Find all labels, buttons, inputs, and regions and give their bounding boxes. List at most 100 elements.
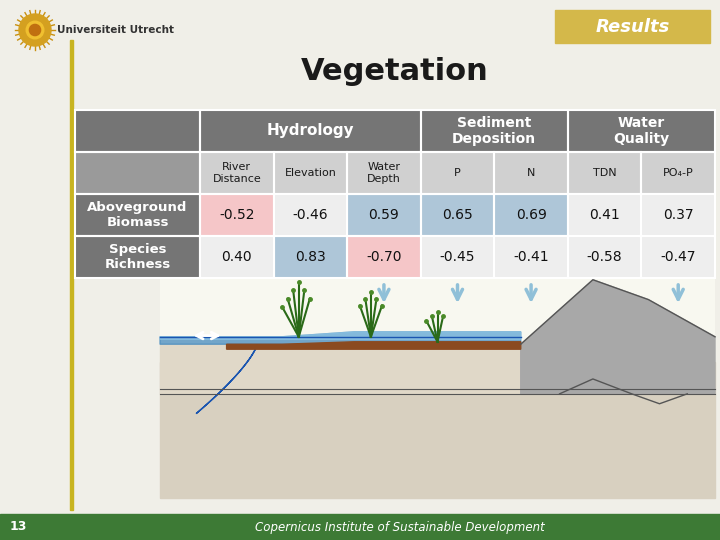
Bar <box>420 110 568 152</box>
Bar <box>642 194 715 236</box>
Bar <box>568 152 642 194</box>
Bar <box>568 110 715 152</box>
Text: Results: Results <box>595 17 670 36</box>
Bar <box>200 236 274 278</box>
Bar <box>200 110 420 152</box>
Text: 0.37: 0.37 <box>663 208 693 222</box>
FancyBboxPatch shape <box>555 10 710 43</box>
Text: Species
Richness: Species Richness <box>104 243 171 271</box>
Bar <box>495 152 568 194</box>
Bar <box>75 152 200 194</box>
Bar <box>200 194 274 236</box>
Bar <box>495 236 568 278</box>
Bar <box>642 194 715 236</box>
Text: TDN: TDN <box>593 168 616 178</box>
Polygon shape <box>160 344 521 394</box>
Polygon shape <box>227 342 521 349</box>
Text: 0.83: 0.83 <box>295 250 325 264</box>
Polygon shape <box>160 362 715 498</box>
Text: 13: 13 <box>10 521 27 534</box>
Text: -0.58: -0.58 <box>587 250 623 264</box>
Bar <box>495 194 568 236</box>
Bar <box>0 514 720 540</box>
Bar <box>75 152 200 194</box>
Text: N: N <box>527 168 535 178</box>
Bar <box>568 194 642 236</box>
Bar <box>642 236 715 278</box>
Bar <box>420 236 495 278</box>
Bar <box>75 194 200 236</box>
Bar <box>568 236 642 278</box>
Bar <box>642 236 715 278</box>
Text: P: P <box>454 168 461 178</box>
Text: -0.52: -0.52 <box>219 208 255 222</box>
Polygon shape <box>160 332 521 344</box>
Text: -0.41: -0.41 <box>513 250 549 264</box>
Bar <box>420 152 495 194</box>
Text: 0.41: 0.41 <box>589 208 620 222</box>
Bar <box>75 236 200 278</box>
Bar <box>274 194 347 236</box>
Bar <box>200 194 274 236</box>
Bar <box>347 194 420 236</box>
Bar <box>347 152 420 194</box>
Bar <box>347 236 420 278</box>
Text: 0.40: 0.40 <box>222 250 252 264</box>
Text: Water
Depth: Water Depth <box>367 162 401 184</box>
Text: River
Distance: River Distance <box>212 162 261 184</box>
Text: 0.69: 0.69 <box>516 208 546 222</box>
Bar <box>160 250 715 498</box>
Bar <box>420 110 568 152</box>
Bar <box>200 152 274 194</box>
Bar <box>75 110 200 152</box>
Text: Copernicus Institute of Sustainable Development: Copernicus Institute of Sustainable Deve… <box>255 521 545 534</box>
Circle shape <box>30 24 40 36</box>
Bar <box>274 152 347 194</box>
Text: -0.70: -0.70 <box>366 250 402 264</box>
Bar <box>75 236 200 278</box>
Bar <box>495 194 568 236</box>
Circle shape <box>19 14 51 46</box>
Text: -0.46: -0.46 <box>292 208 328 222</box>
Bar <box>420 152 495 194</box>
Text: PO₄-P: PO₄-P <box>663 168 693 178</box>
Circle shape <box>26 21 44 39</box>
Polygon shape <box>521 280 715 394</box>
Bar <box>495 152 568 194</box>
Bar <box>642 152 715 194</box>
Bar <box>568 110 715 152</box>
Bar <box>568 194 642 236</box>
Bar <box>642 152 715 194</box>
Text: 0.65: 0.65 <box>442 208 473 222</box>
Bar <box>274 236 347 278</box>
Bar <box>347 152 420 194</box>
Bar <box>200 236 274 278</box>
Text: Vegetation: Vegetation <box>301 57 489 86</box>
Bar <box>568 152 642 194</box>
Polygon shape <box>196 344 257 414</box>
Polygon shape <box>160 332 521 339</box>
Text: 0.59: 0.59 <box>369 208 400 222</box>
Bar <box>420 194 495 236</box>
Text: -0.45: -0.45 <box>440 250 475 264</box>
Bar <box>347 194 420 236</box>
Text: Elevation: Elevation <box>284 168 336 178</box>
Bar <box>568 236 642 278</box>
Bar <box>274 152 347 194</box>
Text: Aboveground
Biomass: Aboveground Biomass <box>87 201 188 229</box>
Text: -0.47: -0.47 <box>660 250 696 264</box>
Bar <box>70 40 73 510</box>
Text: Hydrology: Hydrology <box>266 124 354 138</box>
Bar <box>420 236 495 278</box>
Bar <box>75 194 200 236</box>
Text: Universiteit Utrecht: Universiteit Utrecht <box>57 25 174 35</box>
Text: Water
Quality: Water Quality <box>613 116 670 146</box>
Bar <box>200 110 420 152</box>
Bar <box>200 152 274 194</box>
Text: Sediment
Deposition: Sediment Deposition <box>452 116 536 146</box>
Bar <box>347 236 420 278</box>
Bar <box>274 236 347 278</box>
Bar <box>75 110 200 152</box>
Bar <box>274 194 347 236</box>
Bar <box>495 236 568 278</box>
